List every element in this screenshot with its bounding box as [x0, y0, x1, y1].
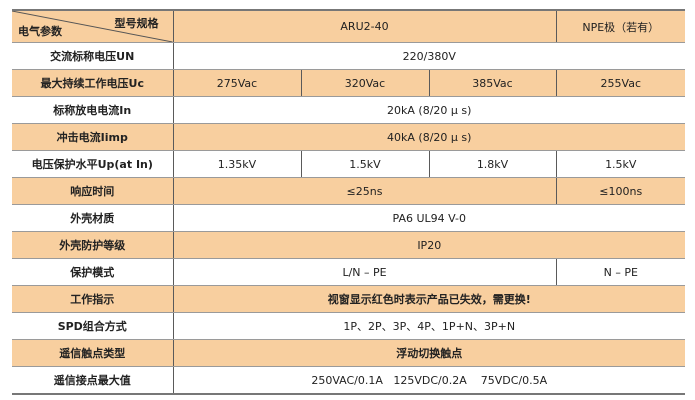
- table-row: 外壳防护等级 IP20: [12, 231, 686, 259]
- row-label: SPD组合方式: [12, 312, 173, 340]
- cell: 385Vac: [428, 69, 557, 97]
- table-row: 交流标称电压UN 220/380V: [12, 42, 686, 70]
- table-row: SPD组合方式 1P、2P、3P、4P、1P+N、3P+N: [12, 312, 686, 340]
- cell: ≤25ns: [172, 177, 557, 205]
- model-spec-label: 型号规格: [114, 17, 159, 30]
- table-row: 外壳材质 PA6 UL94 V-0: [12, 204, 686, 232]
- cell: 1.5kV: [300, 150, 429, 178]
- table-row: 遥信接点最大值 250VAC/0.1A 125VDC/0.2A 75VDC/0.5…: [12, 366, 686, 395]
- cell: IP20: [172, 231, 686, 259]
- row-label: 遥信接点最大值: [12, 366, 173, 395]
- cell: 220/380V: [172, 42, 686, 70]
- table-row: 冲击电流Iimp 40kA (8/20 μ s): [12, 123, 686, 151]
- cell: 250VAC/0.1A 125VDC/0.2A 75VDC/0.5A: [172, 366, 686, 395]
- table-row: 最大持续工作电压Uc 275Vac 320Vac 385Vac 255Vac: [12, 69, 686, 97]
- header-row: 型号规格 电气参数 ARU2-40 NPE极（若有）: [12, 9, 686, 43]
- row-label: 冲击电流Iimp: [12, 123, 173, 151]
- table-row: 电压保护水平Up(at In) 1.35kV 1.5kV 1.8kV 1.5kV: [12, 150, 686, 178]
- cell: 320Vac: [300, 69, 429, 97]
- cell: 浮动切换触点: [172, 339, 686, 367]
- model-name: ARU2-40: [172, 9, 557, 43]
- cell: 255Vac: [555, 69, 686, 97]
- diagonal-divider: [12, 11, 173, 42]
- cell: PA6 UL94 V-0: [172, 204, 686, 232]
- spec-table: 型号规格 电气参数 ARU2-40 NPE极（若有） 交流标称电压UN 220/3…: [12, 9, 686, 395]
- table-row: 响应时间 ≤25ns ≤100ns: [12, 177, 686, 205]
- header-corner-cell: 型号规格 电气参数: [12, 9, 173, 43]
- row-label: 保护模式: [12, 258, 173, 286]
- cell: 20kA (8/20 μ s): [172, 96, 686, 124]
- row-label: 最大持续工作电压Uc: [12, 69, 173, 97]
- cell: 1.35kV: [172, 150, 301, 178]
- row-label: 外壳材质: [12, 204, 173, 232]
- row-label: 标称放电电流In: [12, 96, 173, 124]
- table-row: 标称放电电流In 20kA (8/20 μ s): [12, 96, 686, 124]
- cell: L/N – PE: [172, 258, 557, 286]
- row-label: 工作指示: [12, 285, 173, 313]
- table-row: 遥信触点类型 浮动切换触点: [12, 339, 686, 367]
- cell: 1.5kV: [555, 150, 686, 178]
- row-label: 外壳防护等级: [12, 231, 173, 259]
- row-label: 遥信触点类型: [12, 339, 173, 367]
- table-row: 保护模式 L/N – PE N – PE: [12, 258, 686, 286]
- npe-pole-header: NPE极（若有）: [555, 9, 686, 43]
- row-label: 交流标称电压UN: [12, 42, 173, 70]
- cell: 1.8kV: [428, 150, 557, 178]
- row-label: 电压保护水平Up(at In): [12, 150, 173, 178]
- electrical-param-label: 电气参数: [18, 25, 62, 38]
- table-row: 工作指示 视窗显示红色时表示产品已失效，需更换!: [12, 285, 686, 313]
- row-label: 响应时间: [12, 177, 173, 205]
- cell: 275Vac: [172, 69, 301, 97]
- cell: N – PE: [555, 258, 686, 286]
- cell: 1P、2P、3P、4P、1P+N、3P+N: [172, 312, 686, 340]
- cell: 40kA (8/20 μ s): [172, 123, 686, 151]
- cell: ≤100ns: [555, 177, 686, 205]
- cell: 视窗显示红色时表示产品已失效，需更换!: [172, 285, 686, 313]
